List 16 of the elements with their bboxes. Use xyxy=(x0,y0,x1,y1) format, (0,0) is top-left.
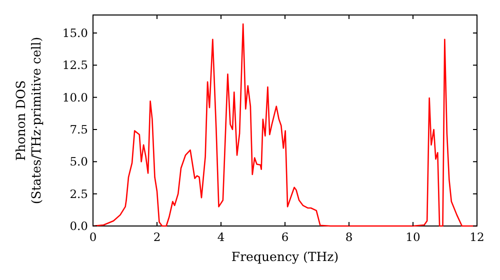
x-tick-label: 4 xyxy=(217,230,225,244)
x-tick-label: 12 xyxy=(470,230,484,244)
y-tick-label: 15.0 xyxy=(62,26,88,40)
x-tick-label: 2 xyxy=(153,230,161,244)
y-tick-label: 7.5 xyxy=(70,122,88,137)
y-tick-label: 5.0 xyxy=(70,154,88,169)
y-tick-label: 12.5 xyxy=(62,58,88,72)
y-tick-label: 0.0 xyxy=(70,219,88,234)
x-tick-label: 6 xyxy=(281,230,289,244)
x-tick-label: 0 xyxy=(89,230,97,244)
y-tick-label: 2.5 xyxy=(70,186,88,201)
x-tick-label: 10 xyxy=(406,230,420,244)
y-axis-title: Phonon DOS (States/THz·primitive cell) xyxy=(13,36,44,204)
x-axis-title: Frequency (THz) xyxy=(231,249,339,264)
x-tick-label: 8 xyxy=(345,230,353,244)
y-tick-label: 10.0 xyxy=(62,90,88,104)
